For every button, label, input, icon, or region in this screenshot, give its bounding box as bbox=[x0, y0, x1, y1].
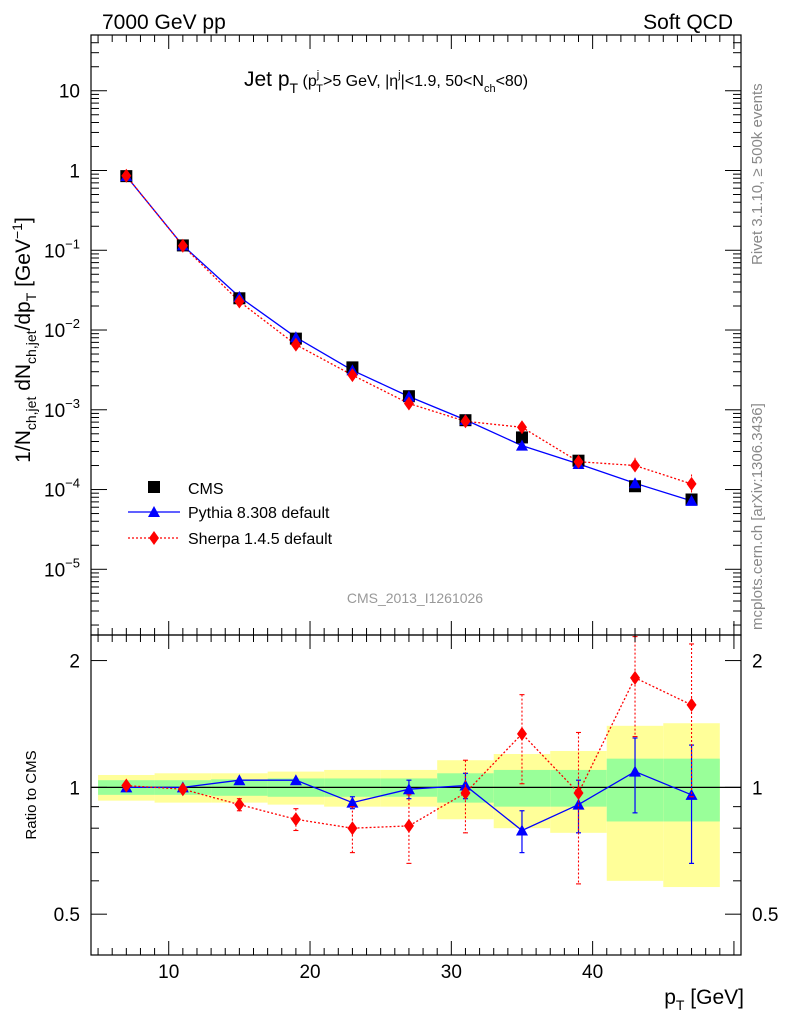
ratio-point-sherpa bbox=[630, 670, 641, 685]
x-tick-label: 40 bbox=[582, 962, 603, 983]
header-left: 7000 GeV pp bbox=[102, 11, 226, 34]
main-point-sherpa bbox=[121, 168, 132, 183]
x-axis-label: pT [GeV] bbox=[664, 986, 744, 1013]
main-point-sherpa bbox=[460, 414, 471, 429]
main-y-tick-label: 1 bbox=[69, 162, 80, 183]
ratio-point-sherpa bbox=[686, 697, 697, 712]
main-y-tick-label: 10−3 bbox=[44, 396, 80, 422]
main-point-sherpa bbox=[347, 368, 358, 383]
ratio-point-pythia bbox=[515, 824, 528, 836]
ratio-panel-frame bbox=[90, 634, 742, 956]
main-y-axis-label: 1/Nch,jet dNch,jet/dpT [GeV−1] bbox=[9, 217, 39, 463]
legend-label-cms: CMS bbox=[188, 481, 224, 498]
ratio-point-sherpa bbox=[573, 785, 584, 800]
main-point-sherpa bbox=[290, 337, 301, 352]
ratio-point-pythia bbox=[685, 788, 698, 800]
ratio-point-sherpa bbox=[121, 778, 132, 793]
ratio-point-pythia bbox=[402, 783, 415, 795]
analysis-id: CMS_2013_I1261026 bbox=[347, 590, 483, 606]
main-point-pythia bbox=[685, 494, 698, 506]
main-point-sherpa bbox=[686, 476, 697, 491]
rivet-version-label: Rivet 3.1.10, ≥ 500k events bbox=[749, 83, 766, 265]
main-y-tick-label: 10−5 bbox=[44, 555, 80, 581]
main-y-tick-label: 10−4 bbox=[44, 476, 80, 502]
main-point-sherpa bbox=[403, 396, 414, 411]
ratio-y-tick-label-left: 1 bbox=[69, 778, 80, 799]
legend-label-pythia: Pythia 8.308 default bbox=[188, 505, 330, 522]
legend-marker-cms bbox=[148, 481, 160, 493]
main-y-tick-label: 10−1 bbox=[44, 236, 80, 262]
main-point-sherpa bbox=[573, 454, 584, 469]
main-line-sherpa bbox=[125, 175, 692, 485]
legend-marker-pythia bbox=[148, 506, 160, 517]
header-right: Soft QCD bbox=[643, 11, 733, 34]
ratio-point-sherpa bbox=[234, 797, 245, 812]
ratio-y-tick-label-left: 0.5 bbox=[54, 905, 80, 926]
ratio-point-pythia bbox=[289, 774, 302, 786]
ratio-point-sherpa bbox=[403, 818, 414, 833]
axis-ticks: 10 20 30 40 10 1 10−1 10−2 10−3 10−4 10−5 2 2 1 1 0.5 0.… bbox=[44, 34, 778, 983]
ratio-point-sherpa bbox=[347, 821, 358, 836]
plot-title: Jet pT (pj T>5 GeV, |ηj|<1.9, 50<Nch<80) bbox=[244, 68, 528, 96]
mcplots-label: mcplots.cern.ch [arXiv:1306.3436] bbox=[749, 403, 766, 630]
ratio-uncertainty-bands bbox=[98, 723, 720, 888]
ratio-y-tick-label-right: 1 bbox=[752, 778, 763, 799]
main-point-pythia bbox=[629, 477, 642, 489]
main-point-pythia bbox=[402, 390, 415, 402]
legend: CMS Pythia 8.308 default Sherpa 1.4.5 de… bbox=[128, 481, 333, 548]
x-tick-label: 30 bbox=[441, 962, 462, 983]
main-point-sherpa bbox=[234, 294, 245, 309]
x-tick-label: 10 bbox=[158, 962, 179, 983]
main-point-sherpa bbox=[516, 420, 527, 435]
ratio-point-sherpa bbox=[516, 726, 527, 741]
ratio-point-sherpa bbox=[290, 812, 301, 827]
axes-frames bbox=[90, 34, 742, 956]
ratio-y-tick-label-right: 2 bbox=[752, 652, 763, 673]
legend-marker-sherpa bbox=[149, 531, 159, 545]
ratio-y-tick-label-right: 0.5 bbox=[752, 905, 778, 926]
x-tick-label: 20 bbox=[299, 962, 320, 983]
ratio-point-sherpa bbox=[177, 782, 188, 797]
ratio-y-tick-label-left: 2 bbox=[69, 652, 80, 673]
ratio-point-sherpa bbox=[460, 785, 471, 800]
legend-label-sherpa: Sherpa 1.4.5 default bbox=[188, 531, 333, 548]
main-y-tick-label: 10 bbox=[59, 82, 80, 103]
main-point-sherpa bbox=[177, 238, 188, 253]
ratio-y-axis-label: Ratio to CMS bbox=[23, 750, 40, 839]
ratio-point-pythia bbox=[629, 765, 642, 777]
main-y-tick-label: 10−2 bbox=[44, 316, 80, 342]
ratio-point-pythia bbox=[572, 798, 585, 810]
ratio-point-pythia bbox=[233, 774, 246, 786]
main-point-pythia bbox=[289, 331, 302, 343]
main-line-pythia bbox=[125, 175, 692, 502]
main-series-layer bbox=[120, 168, 698, 506]
main-point-pythia bbox=[515, 439, 528, 451]
ratio-series-layer bbox=[120, 636, 698, 885]
main-point-cms bbox=[515, 431, 528, 444]
main-point-sherpa bbox=[630, 458, 641, 473]
ratio-point-pythia bbox=[346, 796, 359, 808]
